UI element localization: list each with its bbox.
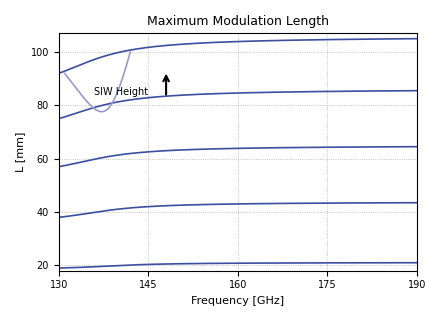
Y-axis label: L [mm]: L [mm] <box>15 132 25 172</box>
Title: Maximum Modulation Length: Maximum Modulation Length <box>147 15 329 28</box>
X-axis label: Frequency [GHz]: Frequency [GHz] <box>191 296 284 306</box>
Text: SIW Height: SIW Height <box>94 87 149 97</box>
